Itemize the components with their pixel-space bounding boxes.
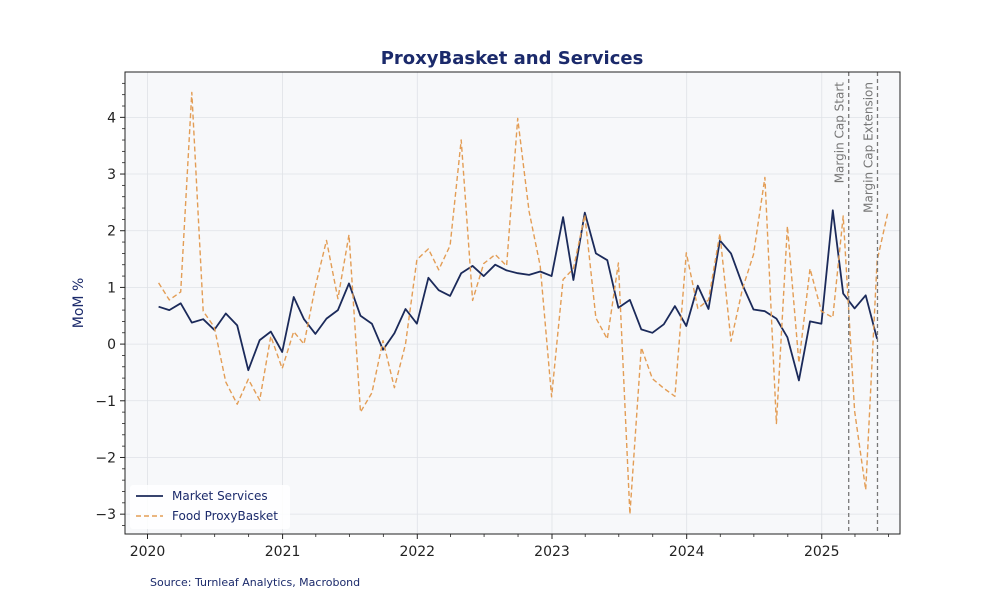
plot-frame: [124, 71, 901, 535]
y-tick-label: 1: [107, 280, 116, 296]
annotation-lines: Margin Cap Start Margin Cap Extension: [833, 72, 879, 534]
y-tick-label: −3: [95, 507, 116, 523]
vline-label-0: Margin Cap Start: [833, 82, 847, 184]
legend-box: [130, 485, 290, 529]
y-tick-label: −2: [95, 450, 116, 466]
y-tick-label: 3: [107, 167, 116, 183]
y-axis-label: MoM %: [71, 278, 87, 328]
series-line-0: [158, 209, 878, 382]
vline-label-1: Margin Cap Extension: [861, 82, 875, 213]
grid: [125, 72, 900, 534]
y-tick-label: 0: [107, 337, 116, 353]
x-tick-label: 2025: [804, 544, 840, 560]
plot-area: [125, 72, 900, 534]
chart-title: ProxyBasket and Services: [381, 48, 644, 69]
x-tick-label: 2021: [265, 544, 301, 560]
series-line-1: [158, 91, 889, 515]
y-axis: −3 −2 −1 0 1 2 3 4: [95, 82, 125, 526]
x-axis: 2020 2021 2022 2023 2024 2025: [130, 534, 889, 560]
x-tick-label: 2024: [669, 544, 705, 560]
y-tick-label: 2: [107, 224, 116, 240]
legend-label-0: Market Services: [172, 489, 268, 503]
x-tick-label: 2023: [534, 544, 570, 560]
y-tick-label: −1: [95, 394, 116, 410]
source-note: Source: Turnleaf Analytics, Macrobond: [150, 576, 361, 589]
legend-label-1: Food ProxyBasket: [172, 509, 278, 523]
series-lines: [158, 91, 889, 515]
x-tick-label: 2022: [399, 544, 435, 560]
x-tick-label: 2020: [130, 544, 166, 560]
y-tick-label: 4: [107, 110, 116, 126]
legend: Market Services Food ProxyBasket: [130, 485, 290, 529]
